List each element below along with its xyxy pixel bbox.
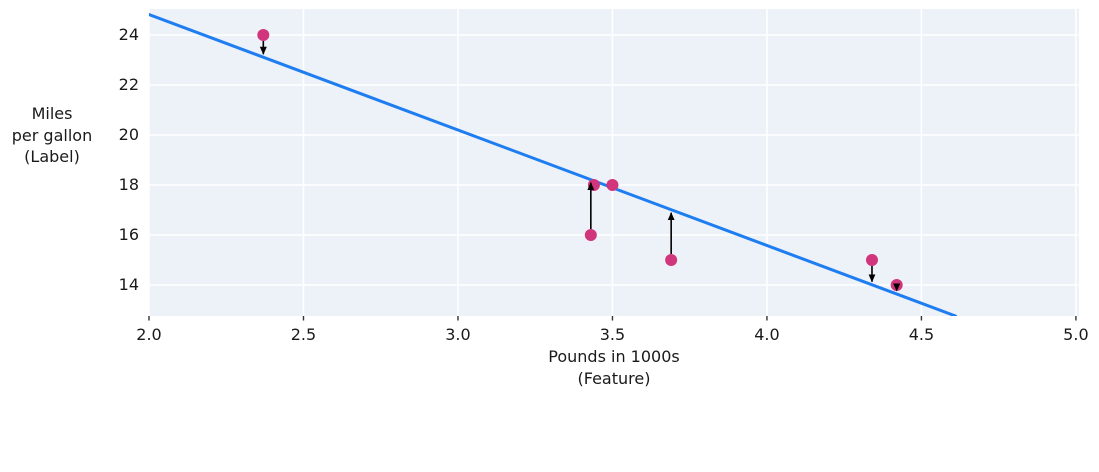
x-tick-label: 2.0	[136, 325, 162, 344]
y-axis-label-line3: (Label)	[24, 147, 80, 166]
y-axis-label: Miles per gallon (Label)	[6, 103, 98, 168]
x-tick-label: 3.0	[445, 325, 471, 344]
data-point	[584, 229, 597, 241]
gridlines	[149, 9, 1079, 316]
data-point	[587, 179, 600, 191]
y-tick-label: 20	[118, 125, 139, 144]
y-tick-label: 18	[118, 175, 139, 194]
x-axis-label: Pounds in 1000s (Feature)	[149, 346, 1079, 390]
x-axis-label-line2: (Feature)	[577, 369, 651, 388]
x-tick-label: 3.5	[599, 325, 626, 344]
legend: Loss lines Model	[0, 395, 1099, 472]
data-point	[665, 254, 678, 266]
data-point	[890, 279, 903, 291]
data-point	[257, 29, 270, 41]
y-tick-label: 14	[118, 275, 139, 294]
y-tick-label: 24	[118, 25, 139, 44]
loss-arrows	[259, 41, 901, 292]
data-point	[606, 179, 619, 191]
x-tick-label: 2.5	[290, 325, 317, 344]
scatter-plot-canvas	[148, 9, 1079, 321]
y-tick-label: 16	[118, 225, 139, 244]
plot-area	[148, 9, 1079, 321]
y-tick-label: 22	[118, 75, 139, 94]
x-tick-label: 5.0	[1063, 325, 1089, 344]
y-axis-label-line2: per gallon	[11, 125, 93, 145]
model-line	[149, 13, 958, 316]
data-points	[257, 29, 903, 291]
y-axis-label-line1: Miles	[31, 104, 73, 123]
x-tick-marks	[148, 316, 1077, 321]
x-tick-label: 4.5	[908, 325, 935, 344]
x-axis-label-line1: Pounds in 1000s	[548, 347, 680, 366]
data-point	[865, 254, 878, 266]
x-tick-label: 4.0	[754, 325, 780, 344]
